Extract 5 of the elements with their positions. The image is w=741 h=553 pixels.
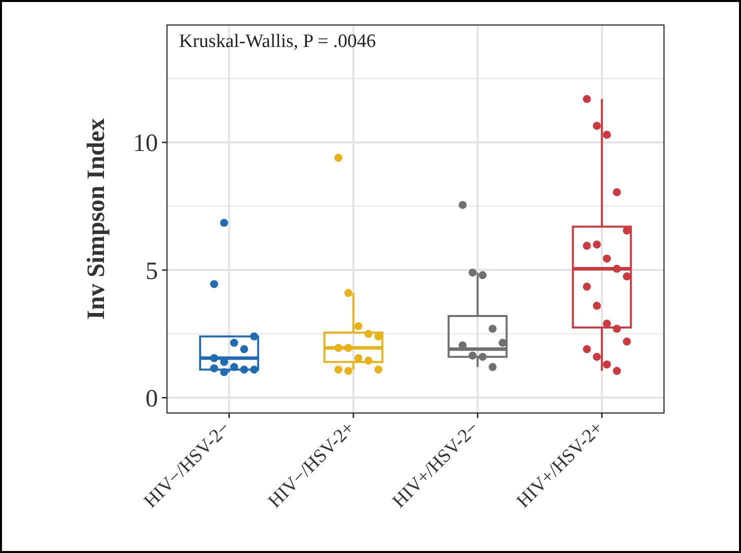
y-tick-label: 10: [133, 130, 158, 158]
y-tick-label: 5: [146, 258, 158, 285]
annotation: Kruskal-Wallis, P = .0046: [179, 31, 376, 52]
y-axis-title: Inv Simpson Index: [83, 118, 110, 320]
y-tick-label: 0: [146, 385, 158, 412]
